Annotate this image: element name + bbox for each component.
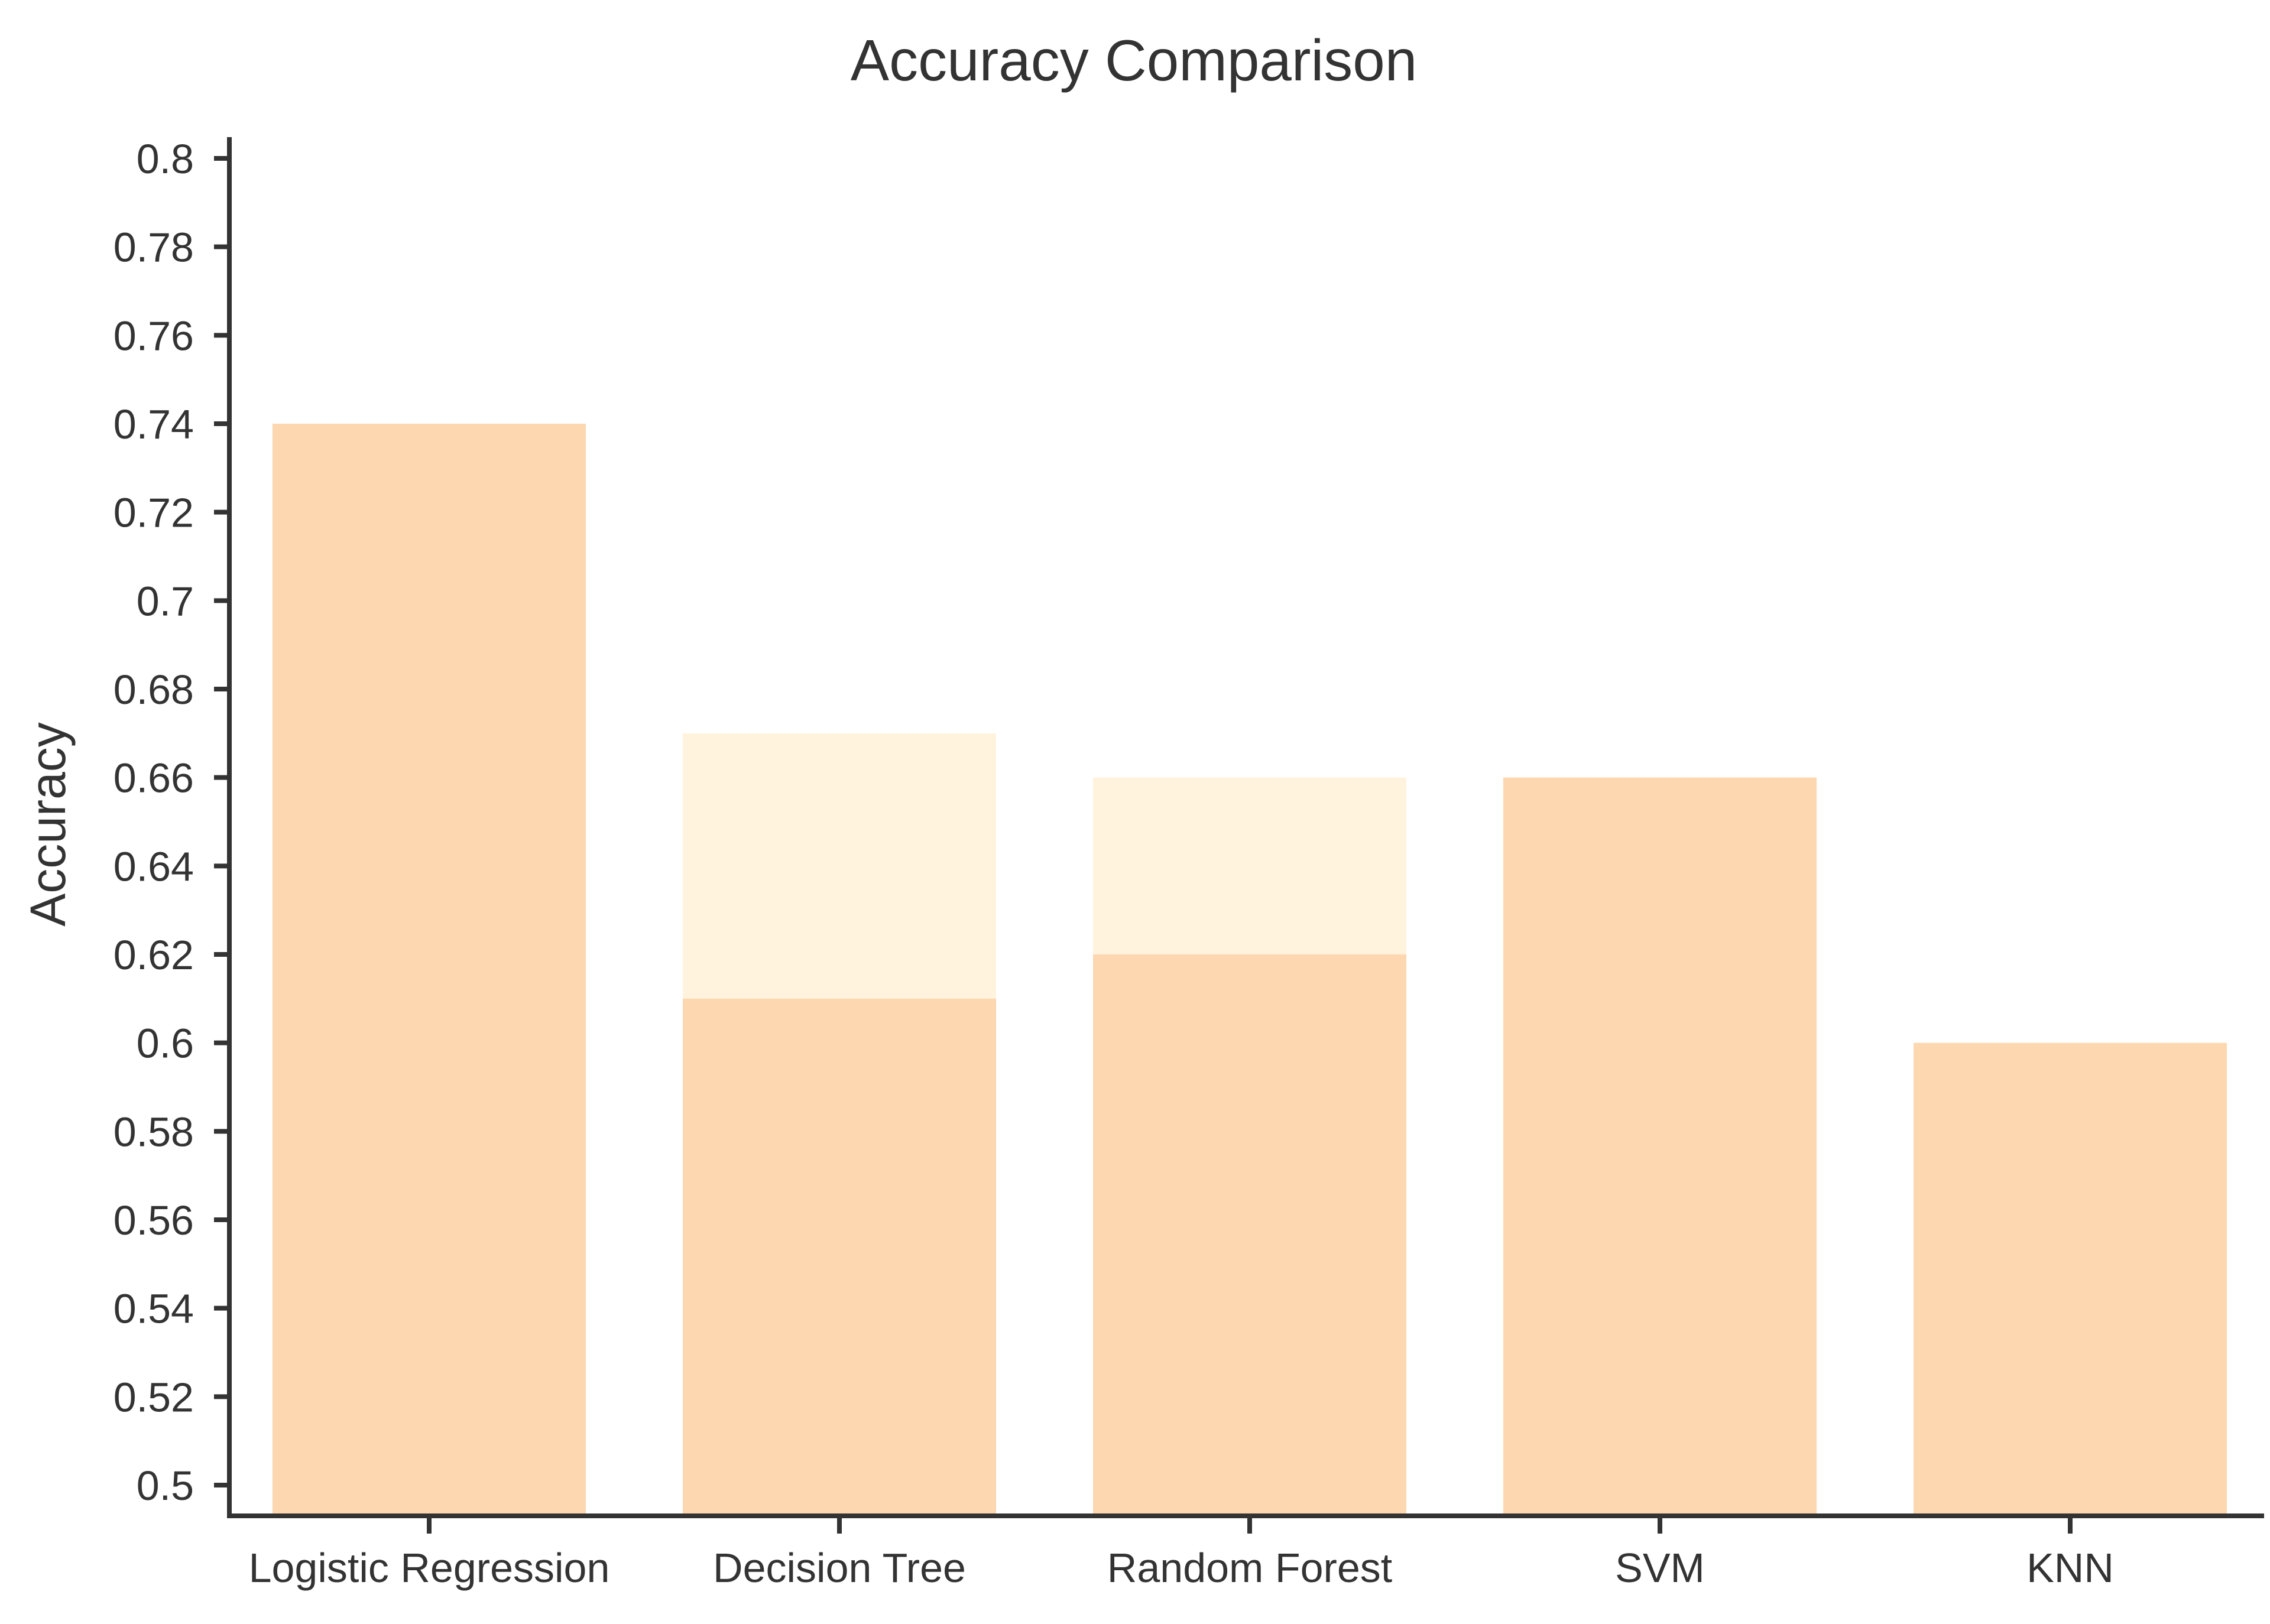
y-tick-label-10: 0.68: [114, 667, 194, 713]
y-tick-label-1: 0.5: [137, 1463, 194, 1509]
y-tick-label-7: 0.62: [114, 932, 194, 978]
x-tick-label-3: Random Forest: [1107, 1545, 1392, 1591]
y-tick-label-11: 0.7: [137, 578, 194, 624]
x-tick-label-5: KNN: [2026, 1545, 2114, 1591]
y-axis-label: Accuracy: [20, 722, 76, 926]
bars-layer: [273, 424, 2227, 1516]
y-tick-label-9: 0.66: [114, 755, 194, 801]
y-tick-label-4: 0.56: [114, 1197, 194, 1243]
chart-title: Accuracy Comparison: [851, 28, 1418, 93]
y-tick-label-12: 0.72: [114, 490, 194, 536]
bar-2-1: [273, 424, 586, 1516]
y-tick-label-13: 0.74: [114, 401, 194, 447]
bar-2-2: [683, 998, 996, 1516]
bar-2-3: [1093, 954, 1406, 1516]
y-tick-label-5: 0.58: [114, 1109, 194, 1155]
x-tick-label-1: Logistic Regression: [249, 1545, 610, 1591]
y-tick-label-2: 0.52: [114, 1374, 194, 1420]
bar-2-4: [1503, 777, 1817, 1516]
y-tick-label-16: 0.8: [137, 136, 194, 182]
y-tick-label-6: 0.6: [137, 1021, 194, 1067]
y-tick-label-8: 0.64: [114, 843, 194, 889]
bar-2-5: [1914, 1042, 2227, 1516]
x-tick-label-2: Decision Tree: [713, 1545, 966, 1591]
axes-layer: 0.5 0.52 0.54 0.56 0.58 0.6 0.62 0.64 0.66 0.68 0.…: [114, 136, 2264, 1591]
y-tick-label-14: 0.76: [114, 313, 194, 359]
x-tick-label-4: SVM: [1615, 1545, 1705, 1591]
y-tick-label-3: 0.54: [114, 1286, 194, 1332]
y-tick-label-15: 0.78: [114, 225, 194, 271]
